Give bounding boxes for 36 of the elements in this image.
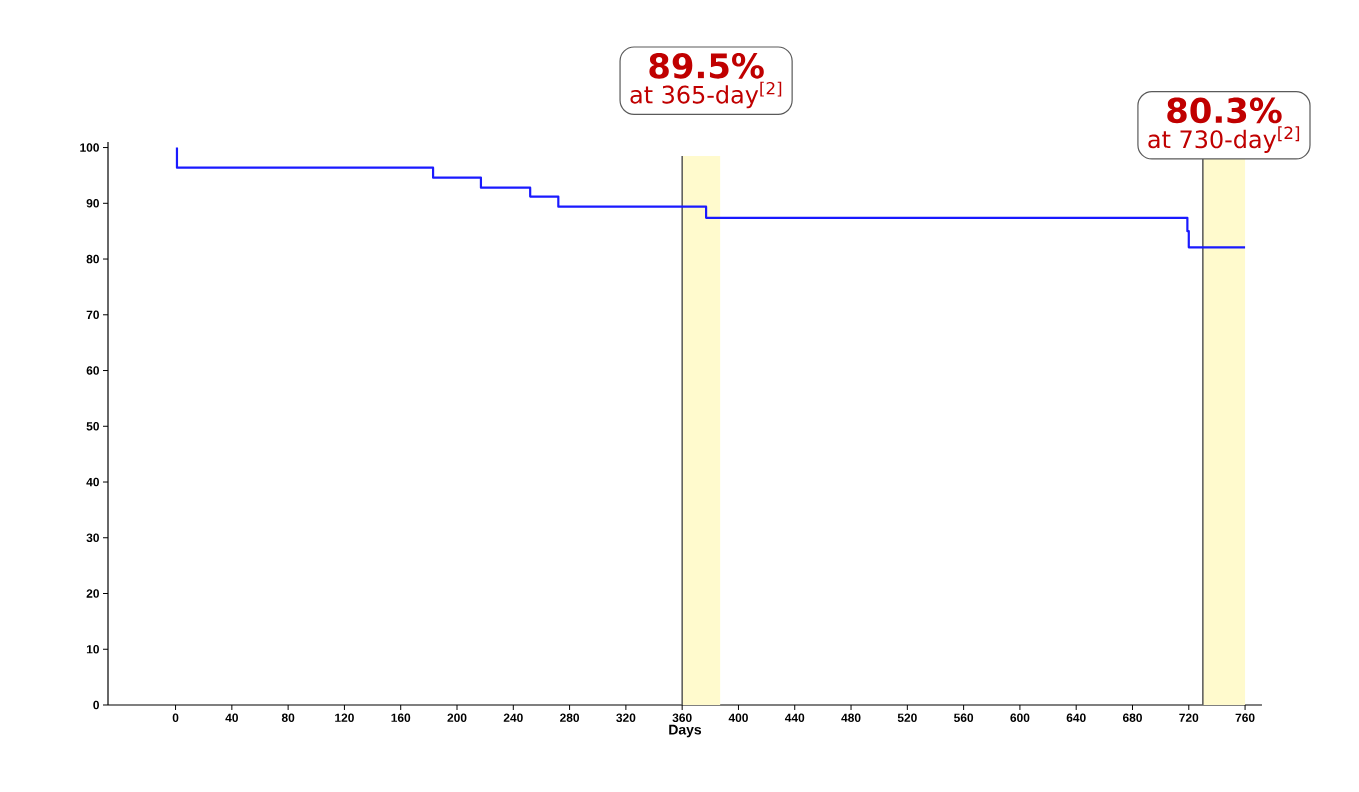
y-tick-label: 10 [86, 645, 99, 654]
x-tick-label: 0 [172, 713, 179, 722]
x-tick-label: 640 [1066, 713, 1086, 722]
x-tick-label: 40 [225, 713, 238, 722]
annotation: at 730-day$^{[2]}$ [1148, 126, 1300, 153]
x-tick-label: 360 [672, 713, 692, 723]
text: 89.5% [649, 53, 764, 79]
x-tick-label: 680 [1122, 713, 1142, 722]
x-tick-label: 760 [1235, 713, 1255, 722]
x-tick-label: 320 [616, 713, 636, 723]
y-tick-label: 30 [86, 533, 99, 543]
y-tick-label: 60 [86, 366, 99, 375]
y-tick-label: 100 [80, 143, 99, 152]
y-tick-label: 80 [86, 254, 99, 264]
x-tick-label: 600 [1010, 713, 1030, 722]
x-tick-label: 160 [391, 713, 411, 722]
x-tick-label: 440 [784, 713, 805, 722]
y-tick-label: 40 [86, 477, 99, 487]
x-tick-label: 400 [728, 713, 748, 722]
x-tick-label: 560 [954, 713, 974, 722]
y-tick-label: 90 [86, 199, 99, 208]
y-tick-label: 70 [86, 310, 99, 320]
y-tick-label: 20 [86, 589, 99, 598]
text: 80.3% [1167, 97, 1282, 124]
x-tick-label: 720 [1179, 713, 1199, 722]
y-tick-label: 0 [93, 700, 99, 710]
x-tick-label: 240 [503, 713, 523, 722]
x-tick-label: 520 [897, 713, 917, 722]
x-tick-label: 480 [841, 713, 861, 722]
x-axis-title: Days [669, 724, 702, 738]
x-tick-label: 80 [281, 713, 295, 722]
x-tick-label: 200 [447, 713, 467, 722]
text: at 365-day$^{[2]}$ [630, 81, 782, 109]
x-tick-label: 280 [560, 713, 580, 722]
x-tick-label: 120 [335, 713, 354, 722]
y-tick-label: 50 [86, 422, 99, 431]
